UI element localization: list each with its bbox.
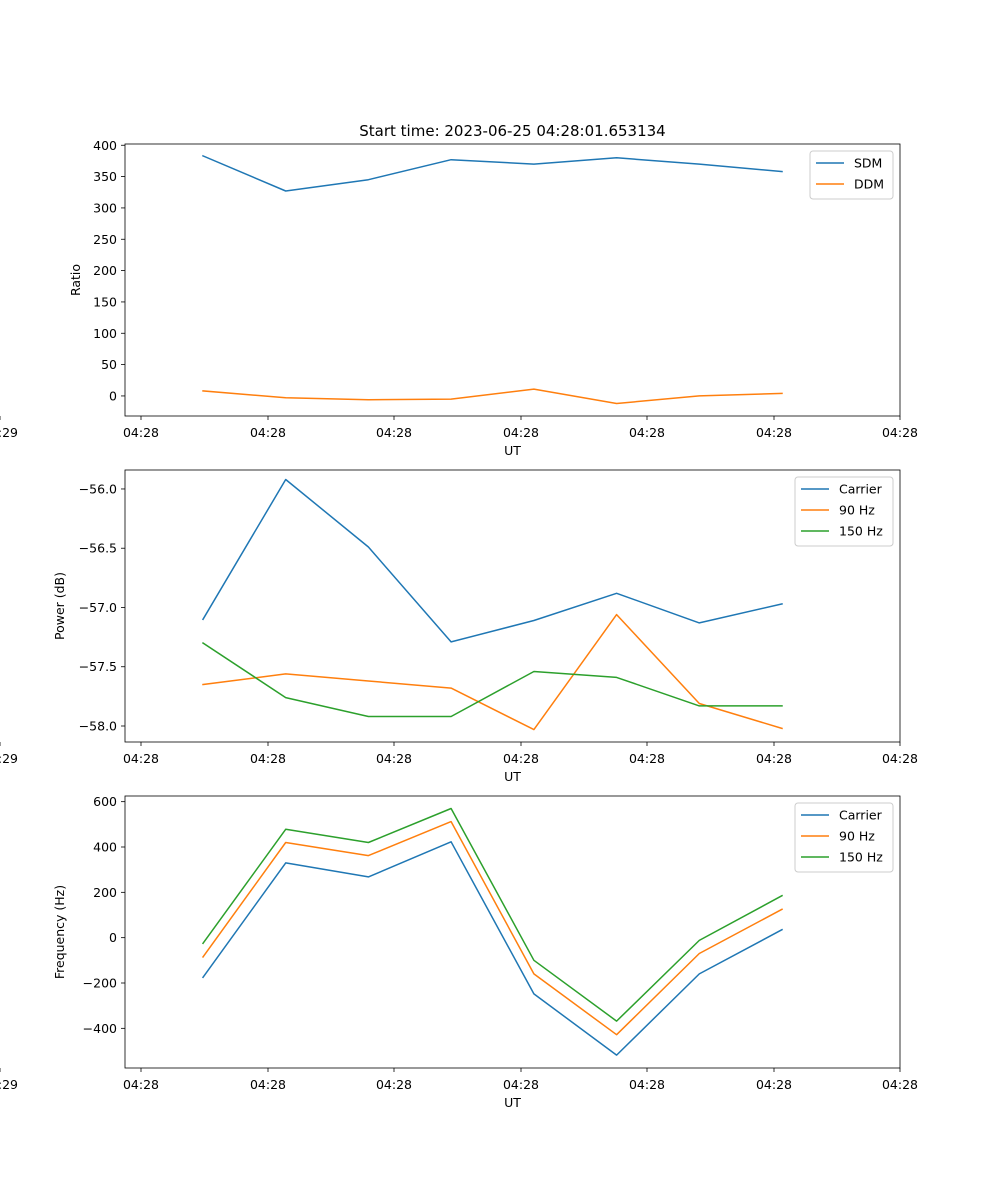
panel-2-x-tick-label: 04:28 [250, 751, 286, 766]
panel-2-legend: Carrier 90 Hz 150 Hz [794, 476, 894, 547]
panel-3-x-tick-label: 04:28 [503, 1077, 539, 1092]
panel-1-x-tick-label: 04:28 [376, 425, 412, 440]
panel-3-x-tick-label: 04:28 [250, 1077, 286, 1092]
panel-2-legend-label-90-hz: 90 Hz [839, 503, 875, 518]
panel-3-x-axis-label: UT [504, 1095, 521, 1110]
panel-1-y-tick-label: 100 [93, 326, 117, 341]
panel-2-y-axis-label: Power (dB) [52, 572, 67, 640]
panel-2-y-tick-label: −56.5 [79, 541, 117, 556]
panel-3-y-tick-label: −400 [83, 1021, 117, 1036]
panel-1-y-tick-label: 300 [93, 200, 117, 215]
panel-2-x-tick-label: 04:28 [756, 751, 792, 766]
panel-2-series-line-carrier [201, 478, 783, 643]
panel-1-x-tick-label: 04:28 [882, 425, 918, 440]
panel-3-y-tick-label: 200 [93, 885, 117, 900]
figure-title: Start time: 2023-06-25 04:28:01.653134 [359, 122, 665, 140]
panel-2-x-tick-label: 04:28 [629, 751, 665, 766]
panel-2-y-tick-label: −56.0 [79, 481, 117, 496]
panel-3-series-line-carrier [201, 841, 784, 1056]
panel-3-legend-label-carrier: Carrier [839, 808, 883, 823]
panel-2-x-tick-label: 04:28 [123, 751, 159, 766]
panel-3-x-tick-label: 04:28 [882, 1077, 918, 1092]
panel-2-axes-frame [124, 469, 901, 743]
panel-1-legend-label-ddm: DDM [854, 177, 884, 192]
panel-2-x-tick-label: 04:28 [882, 751, 918, 766]
panel-1-axes-frame [124, 143, 901, 417]
panel-1-y-tick-label: 250 [93, 232, 117, 247]
panel-3-y-axis-label: Frequency (Hz) [52, 885, 67, 979]
panel-1-legend-label-sdm: SDM [854, 156, 882, 171]
panel-1-y-axis-label: Ratio [68, 264, 83, 296]
panel-3-x-tick-label: 04:28 [123, 1077, 159, 1092]
panel-1-series-line-sdm [202, 154, 783, 192]
panel-1-y-tick-label: 0 [109, 388, 117, 403]
panel-2-y-tick-label: −58.0 [79, 719, 117, 734]
panel-1-y-tick-label: 150 [93, 294, 117, 309]
panel-1-y-tick-label: 50 [101, 357, 117, 372]
panel-3-x-tick-label: 04:28 [376, 1077, 412, 1092]
panel-1-x-tick-label: 04:28 [123, 425, 159, 440]
panel-2-x-axis-label: UT [504, 769, 521, 784]
panel-2-legend-label-carrier: Carrier [839, 482, 883, 497]
panel-3-axes-frame [124, 795, 901, 1069]
panel-1-series-line-ddm [202, 388, 783, 405]
panel-2-x-tick-label: 04:28 [503, 751, 539, 766]
panel-1-x-tick-label: 04:28 [629, 425, 665, 440]
panel-2-x-tick-label: 04:29 [0, 751, 18, 766]
panel-2: 04:28 04:28 04:28 04:28 04:28 04:28 04:28 04:29… [0, 469, 918, 784]
panel-1-x-tick-label: 04:29 [0, 425, 18, 440]
panel-3-y-tick-label: 0 [109, 930, 117, 945]
panel-2-y-tick-label: −57.5 [79, 659, 117, 674]
panel-1-y-tick-label: 200 [93, 263, 117, 278]
panel-1-x-axis-label: UT [504, 443, 521, 458]
panel-3-legend-label-90-hz: 90 Hz [839, 829, 875, 844]
panel-2-series-line-150-hz [201, 641, 783, 718]
panel-3: 04:28 04:28 04:28 04:28 04:28 04:28 04:28 04:29… [0, 794, 918, 1110]
panel-3-x-tick-label: 04:29 [0, 1077, 18, 1092]
panel-3-legend-box [794, 802, 894, 873]
panel-3-legend: Carrier 90 Hz 150 Hz [794, 802, 894, 873]
panel-1-legend: SDM DDM [809, 150, 894, 200]
panel-3-y-tick-label: −200 [83, 976, 117, 991]
panel-1: 04:28 04:28 04:28 04:28 04:28 04:28 04:28 04:29… [0, 138, 918, 458]
panel-1-x-tick-label: 04:28 [503, 425, 539, 440]
panel-3-legend-label-150-hz: 150 Hz [839, 850, 883, 865]
panels-group: 04:28 04:28 04:28 04:28 04:28 04:28 04:28 04:29… [0, 138, 918, 1110]
panel-2-legend-label-150-hz: 150 Hz [839, 524, 883, 539]
panel-2-x-tick-label: 04:28 [376, 751, 412, 766]
panel-2-legend-box [794, 476, 894, 547]
panel-3-y-tick-label: 600 [93, 794, 117, 809]
panel-3-y-tick-label: 400 [93, 840, 117, 855]
panel-3-x-tick-label: 04:28 [756, 1077, 792, 1092]
panel-2-series-line-90-hz [202, 613, 783, 731]
panel-1-x-tick-label: 04:28 [250, 425, 286, 440]
panel-3-series-line-150-hz [201, 807, 784, 1022]
panel-1-x-tick-label: 04:28 [756, 425, 792, 440]
panel-1-y-tick-label: 350 [93, 169, 117, 184]
panel-3-series-line-90-hz [201, 820, 784, 1036]
panel-2-y-tick-label: −57.0 [79, 600, 117, 615]
panel-3-x-tick-label: 04:28 [629, 1077, 665, 1092]
panel-1-y-tick-label: 400 [93, 138, 117, 153]
